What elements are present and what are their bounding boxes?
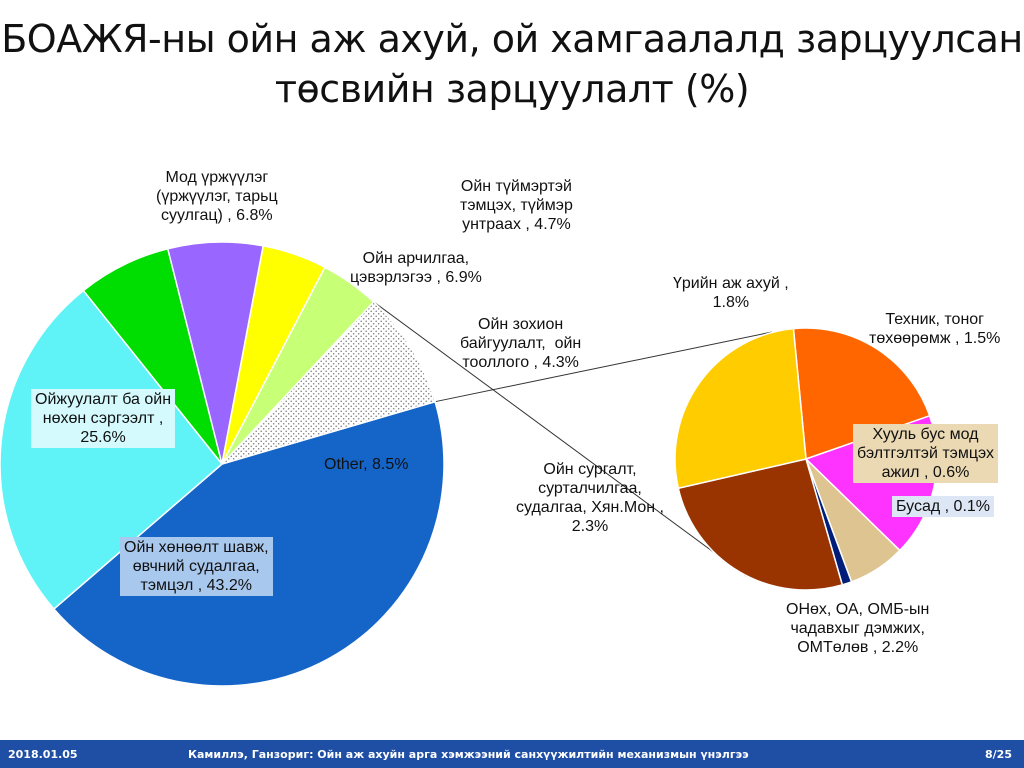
main-pie-data-label-3: Мод үржүүлэг (үржүүлэг, тарьц суулгац) ,… — [156, 169, 278, 224]
main-pie-data-label-6: Ойн зохион байгуулалт, ойн тооллого , 4.… — [460, 316, 582, 371]
chart-title-line-2: төсвийн зарцуулалт (%) — [274, 67, 750, 111]
main-pie-data-label-2: Ойжуулалт ба ойн нөхөн сэргээлт , 25.6% — [31, 389, 176, 448]
secondary-pie-data-label-1: Үрийн аж ахуй , 1.8% — [673, 275, 789, 311]
secondary-pie-data-label-6: Ойн сургалт, сурталчилгаа, судалгаа, Хян… — [516, 461, 664, 535]
connector-line-top — [434, 331, 773, 403]
main-pie-data-label-5: Ойн түймэртэй тэмцэх, түймэр унтраах , 4… — [460, 178, 573, 233]
main-pie-slice-2 — [0, 289, 224, 611]
main-pie-data-label-7: Other, 8.5% — [324, 456, 409, 473]
main-pie-slice-7 — [219, 300, 437, 466]
secondary-pie-data-label-4: Бусад , 0.1% — [892, 496, 995, 517]
secondary-pie-data-label-2: Техник, тоног төхөөрөмж , 1.5% — [869, 311, 1001, 347]
pie-of-pie-chart — [0, 241, 938, 687]
footer-date: 2018.01.05 — [8, 748, 78, 761]
footer-bar: 2018.01.05 Камиллэ, Ганзориг: Ойн аж аху… — [0, 740, 1024, 768]
secondary-pie-slice-5 — [677, 458, 844, 591]
main-pie-data-label-1: Ойн хөнөөлт шавж, өвчний судалгаа, тэмцэ… — [120, 537, 273, 596]
secondary-pie-data-label-3: Хууль бус мод бэлтгэлтэй тэмцэх ажил , 0… — [853, 424, 998, 483]
connector-line-bottom — [373, 301, 747, 577]
secondary-pie-slice-6 — [674, 327, 807, 490]
footer-page: 8/25 — [985, 748, 1012, 761]
chart-title: БОАЖЯ-ны ойн аж ахуй, ой хамгаалалд зарц… — [0, 14, 1024, 114]
main-pie-data-label-4: Ойн арчилгаа, цэвэрлэгээ , 6.9% — [350, 250, 482, 286]
chart-title-line-1: БОАЖЯ-ны ойн аж ахуй, ой хамгаалалд зарц… — [1, 17, 1023, 61]
footer-text: Камиллэ, Ганзориг: Ойн аж ахуйн арга хэм… — [188, 748, 749, 761]
secondary-pie-data-label-5: ОНөх, ОА, ОМБ-ын чадавхыг дэмжих, ОМТөлө… — [786, 601, 930, 656]
